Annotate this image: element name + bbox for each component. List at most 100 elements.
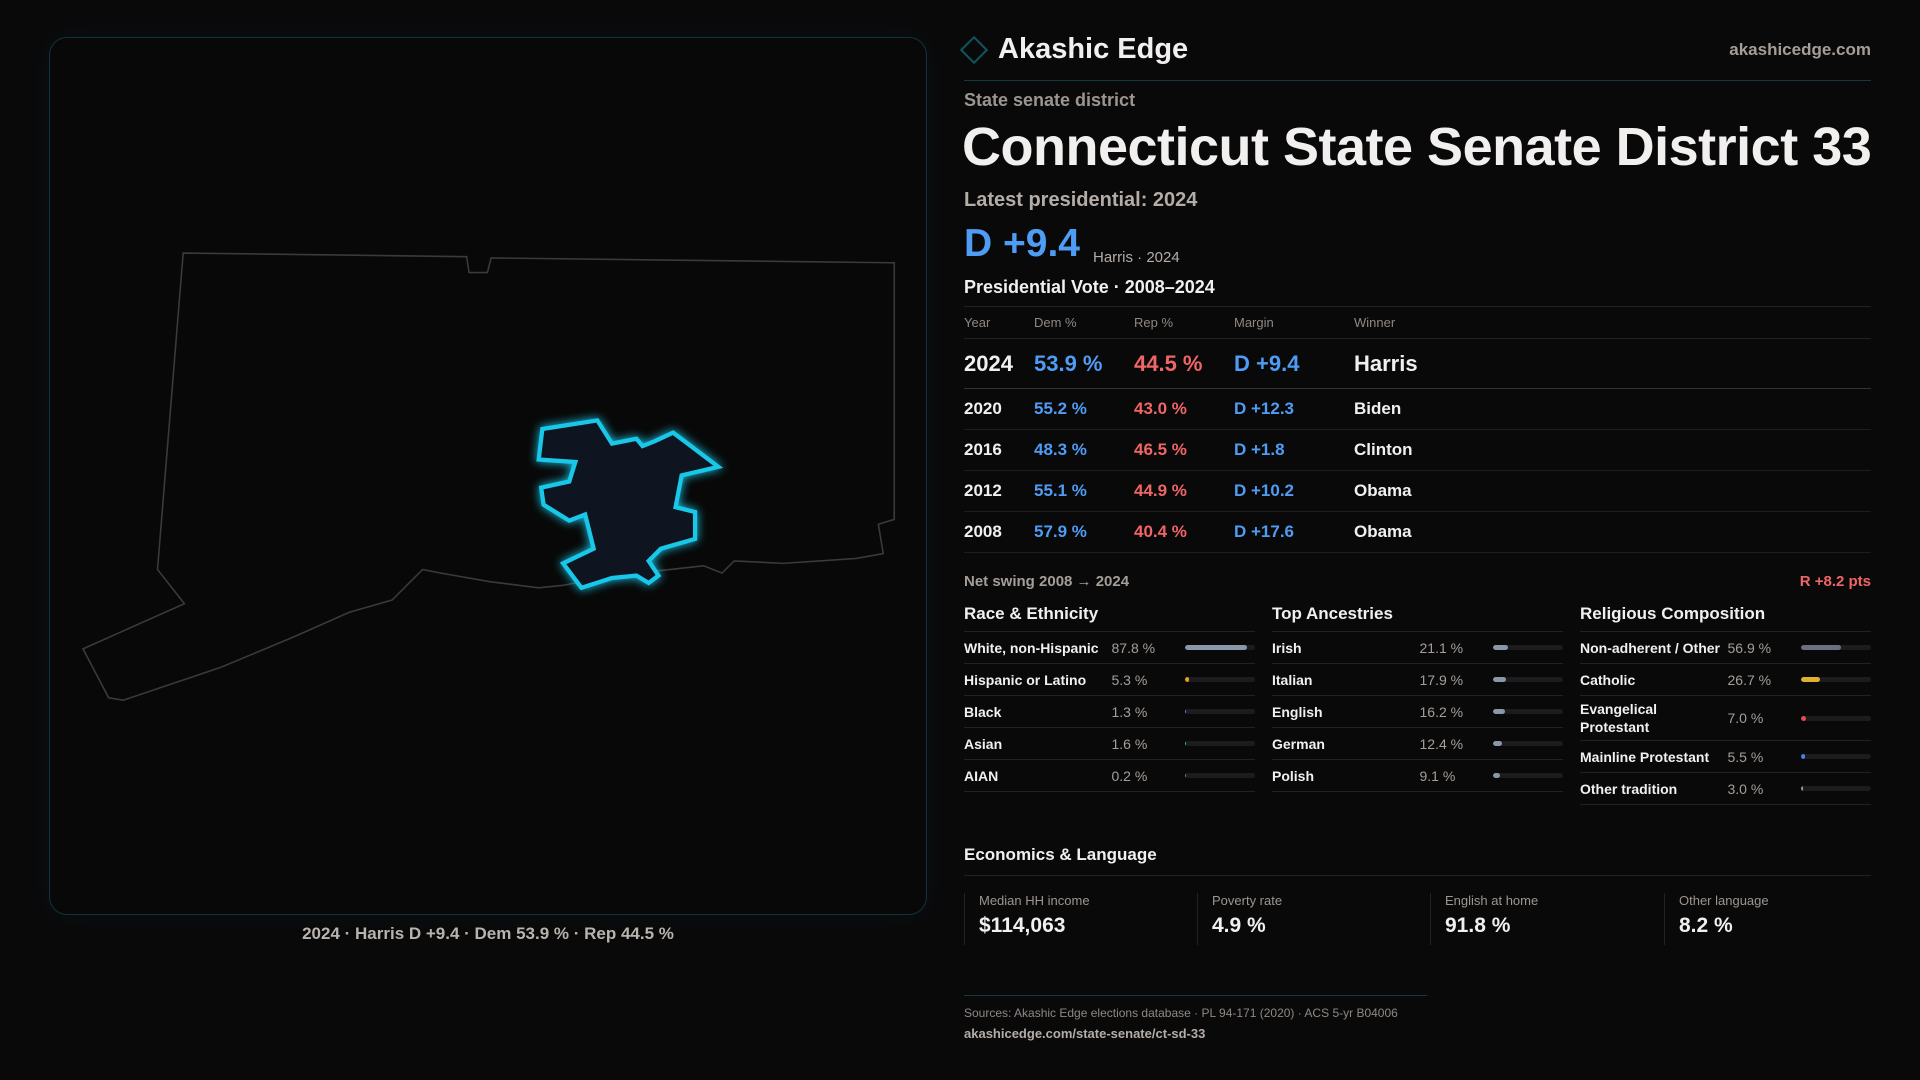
presidential-table: Year Dem % Rep % Margin Winner 2024 53.9 …: [964, 306, 1871, 553]
stat-label: English: [1272, 703, 1323, 720]
stat-row: AIAN 0.2 %: [964, 760, 1256, 792]
stat-bar-fill: [1185, 773, 1187, 778]
cell-margin: D +10.2: [1234, 470, 1354, 512]
card-value: 4.9 %: [1212, 914, 1266, 937]
col-year: Year: [964, 306, 1034, 339]
stat-bar-track: [1493, 677, 1564, 682]
stat-row: English 16.2 %: [1272, 696, 1564, 728]
stat-bar-track: [1493, 645, 1564, 650]
stat-bar-track: [1493, 741, 1564, 746]
card-english: English at home 91.8 %: [1430, 893, 1663, 945]
card-label: Median HH income: [979, 893, 1090, 908]
stat-label: Polish: [1272, 767, 1315, 784]
page-url[interactable]: akashicedge.com/state-senate/ct-sd-33: [964, 1026, 1206, 1041]
stat-row: Irish 21.1 %: [1272, 632, 1564, 664]
econ-title: Economics & Language: [964, 845, 1871, 876]
stat-label: Mainline Protestant: [1580, 748, 1710, 765]
stat-label: Asian: [964, 735, 1003, 752]
stat-bar-fill: [1493, 677, 1506, 682]
map-caption: 2024 · Harris D +9.4 · Dem 53.9 % · Rep …: [302, 924, 674, 943]
stat-bar-fill: [1801, 645, 1841, 650]
stat-row: Non-adherent / Other 56.9 %: [1580, 632, 1872, 664]
stat-value: 26.7 %: [1727, 671, 1772, 688]
stat-value: 16.2 %: [1419, 703, 1464, 720]
latest-margin-sub: Harris · 2024: [1093, 249, 1180, 266]
latest-label: Latest presidential: 2024: [964, 189, 1198, 211]
stat-value: 12.4 %: [1419, 735, 1464, 752]
cell-margin: D +1.8: [1234, 429, 1354, 471]
cell-year: 2020: [964, 388, 1034, 430]
stat-label: Italian: [1272, 671, 1313, 688]
brand-logo[interactable]: Akashic Edge: [959, 33, 1188, 66]
card-label: Other language: [1679, 893, 1769, 908]
stat-label: Other tradition: [1580, 780, 1678, 797]
cell-margin: D +9.4: [1234, 338, 1354, 389]
stat-bar-track: [1185, 709, 1256, 714]
net-swing-value: R +8.2 pts: [1799, 573, 1871, 590]
district-shape[interactable]: [536, 418, 724, 591]
state-outline: [81, 252, 896, 702]
stat-bar-track: [1493, 709, 1564, 714]
stat-bar-fill: [1185, 645, 1247, 650]
cell-winner: Harris: [1354, 338, 1871, 389]
stat-row: Mainline Protestant 5.5 %: [1580, 741, 1872, 773]
stat-row: Hispanic or Latino 5.3 %: [964, 664, 1256, 696]
stat-row: Italian 17.9 %: [1272, 664, 1564, 696]
religion-section: Religious Composition Non-adherent / Othe…: [1580, 602, 1872, 805]
map-svg: [81, 252, 896, 702]
stat-row: White, non-Hispanic 87.8 %: [964, 632, 1256, 664]
stat-label: AIAN: [964, 767, 999, 784]
stat-value: 1.3 %: [1111, 703, 1148, 720]
stat-label: Catholic: [1580, 671, 1636, 688]
cell-rep: 46.5 %: [1134, 429, 1234, 471]
stat-value: 1.6 %: [1111, 735, 1148, 752]
stat-value: 0.2 %: [1111, 767, 1148, 784]
stat-label: White, non-Hispanic: [964, 639, 1099, 656]
presidential-vote-title: Presidential Vote · 2008–2024: [964, 277, 1215, 297]
col-winner: Winner: [1354, 306, 1871, 339]
stat-label: Non-adherent / Other: [1580, 639, 1721, 656]
card-label: Poverty rate: [1212, 893, 1283, 908]
divider: [964, 80, 1871, 81]
diamond-icon: [959, 35, 989, 64]
stat-bar-fill: [1493, 773, 1500, 778]
stat-bar-track: [1801, 645, 1872, 650]
stat-bar-fill: [1801, 754, 1806, 759]
cell-year: 2016: [964, 429, 1034, 471]
stat-value: 87.8 %: [1111, 639, 1156, 656]
cell-winner: Obama: [1354, 470, 1871, 512]
stat-value: 17.9 %: [1419, 671, 1464, 688]
stat-bar-track: [1185, 645, 1256, 650]
card-income: Median HH income $114,063: [964, 893, 1197, 945]
stat-bar-fill: [1801, 715, 1807, 721]
stat-value: 5.3 %: [1111, 671, 1148, 688]
stat-label: Evangelical Protestant: [1580, 701, 1658, 735]
stat-bar-track: [1185, 677, 1256, 682]
stat-bar-fill: [1185, 741, 1187, 746]
cell-dem: 53.9 %: [1034, 338, 1134, 389]
stat-bar-track: [1801, 715, 1872, 721]
site-link[interactable]: akashicedge.com: [1729, 40, 1871, 59]
net-swing-label: Net swing 2008 → 2024: [964, 573, 1130, 590]
race-section: Race & Ethnicity White, non-Hispanic 87.8 …: [964, 602, 1256, 792]
stat-label: Hispanic or Latino: [964, 671, 1087, 688]
district-map[interactable]: [49, 37, 927, 915]
table-row: 2012 55.1 % 44.9 % D +10.2 Obama: [964, 470, 1871, 512]
stat-row: Black 1.3 %: [964, 696, 1256, 728]
cell-dem: 57.9 %: [1034, 511, 1134, 553]
cell-rep: 44.5 %: [1134, 338, 1234, 389]
stat-value: 7.0 %: [1727, 710, 1764, 726]
card-other-language: Other language 8.2 %: [1664, 893, 1897, 945]
col-dem: Dem %: [1034, 306, 1134, 339]
card-label: English at home: [1445, 893, 1539, 908]
district-kind: State senate district: [964, 90, 1136, 110]
stat-label: Irish: [1272, 639, 1302, 656]
table-row: 2008 57.9 % 40.4 % D +17.6 Obama: [964, 511, 1871, 553]
cell-dem: 55.1 %: [1034, 470, 1134, 512]
stat-value: 5.5 %: [1727, 748, 1764, 765]
cell-rep: 40.4 %: [1134, 511, 1234, 553]
stat-bar-fill: [1185, 709, 1187, 714]
table-header: Year Dem % Rep % Margin Winner: [964, 306, 1871, 339]
latest-margin: D +9.4: [964, 222, 1080, 265]
stat-bar-track: [1493, 773, 1564, 778]
